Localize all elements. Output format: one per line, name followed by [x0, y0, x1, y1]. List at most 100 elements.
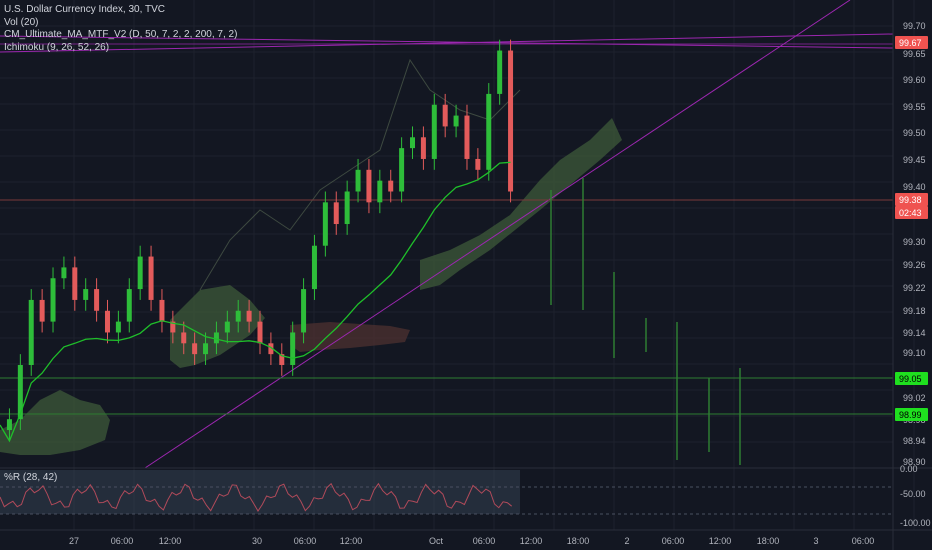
price-tick-label: 99.55 [903, 102, 926, 112]
candle-body[interactable] [486, 93, 492, 170]
candle-body[interactable] [333, 202, 339, 225]
osc-tick-label: -100.00 [900, 518, 931, 528]
candle-body[interactable] [420, 137, 426, 159]
support-badge-2-bg [895, 408, 928, 421]
time-tick-label: 06:00 [662, 536, 685, 546]
candle-body[interactable] [475, 158, 481, 170]
time-tick-label: 12:00 [709, 536, 732, 546]
oscillator-line[interactable] [0, 482, 513, 512]
candle-body[interactable] [235, 310, 241, 322]
candle-body[interactable] [148, 256, 154, 300]
candle-body[interactable] [257, 321, 263, 344]
candle-body[interactable] [301, 289, 307, 333]
candle-body[interactable] [104, 310, 110, 333]
time-tick-label: 06:00 [111, 536, 134, 546]
time-tick-label: 06:00 [473, 536, 496, 546]
candle-body[interactable] [311, 245, 317, 290]
candle-body[interactable] [377, 180, 383, 203]
price-tick-label: 98.94 [903, 436, 926, 446]
support-badge-2: 98.99 [899, 410, 922, 420]
candle-body[interactable] [453, 115, 459, 127]
candle-body[interactable] [508, 50, 514, 192]
time-tick-label: 30 [252, 536, 262, 546]
candle-body[interactable] [181, 332, 187, 344]
ichimoku-cloud [420, 118, 622, 290]
candle-body[interactable] [28, 299, 34, 365]
moving-average-line[interactable] [0, 161, 511, 443]
time-tick-label: 06:00 [294, 536, 317, 546]
trendline-upper-2[interactable] [0, 33, 894, 53]
candle-body[interactable] [388, 180, 394, 192]
price-tick-label: 99.26 [903, 260, 926, 270]
ichimoku-cloud [290, 322, 410, 352]
high-price-badge-bg [895, 36, 928, 49]
high-price-badge: 99.67 [899, 38, 922, 48]
candle-body[interactable] [94, 289, 100, 311]
candle-body[interactable] [126, 289, 132, 322]
time-tick-label: 18:00 [567, 536, 590, 546]
ichimoku-lagging-span [199, 58, 521, 291]
last-price-badge-bg [895, 193, 928, 206]
candle-body[interactable] [246, 310, 252, 322]
price-tick-label: 99.10 [903, 348, 926, 358]
candle-body[interactable] [159, 299, 165, 322]
price-tick-label: 99.60 [903, 75, 926, 85]
trendline-upper-1[interactable] [0, 35, 894, 49]
candle-body[interactable] [344, 191, 350, 225]
price-tick-label: 99.40 [903, 182, 926, 192]
time-tick-label: 2 [624, 536, 629, 546]
candle-body[interactable] [279, 354, 285, 365]
candle-body[interactable] [322, 202, 328, 246]
candle-body[interactable] [399, 148, 405, 192]
candle-body[interactable] [50, 278, 56, 322]
price-tick-label: 99.30 [903, 237, 926, 247]
indicator-ichimoku[interactable]: Ichimoku (9, 26, 52, 26) [4, 41, 110, 53]
symbol-title: U.S. Dollar Currency Index, 30, TVC [4, 4, 165, 15]
candle-body[interactable] [39, 299, 45, 322]
candle-body[interactable] [83, 289, 89, 300]
time-tick-label: 12:00 [159, 536, 182, 546]
price-tick-label: 99.70 [903, 21, 926, 31]
candle-body[interactable] [61, 267, 67, 279]
ichimoku-cloud [0, 390, 110, 455]
price-tick-label: 99.50 [903, 128, 926, 138]
candle-body[interactable] [224, 321, 230, 333]
price-tick-label: 99.22 [903, 283, 926, 293]
candle-body[interactable] [6, 419, 12, 431]
candle-body[interactable] [431, 104, 437, 159]
candle-body[interactable] [497, 50, 503, 94]
price-tick-label: 99.02 [903, 393, 926, 403]
candle-body[interactable] [137, 256, 143, 290]
candle-body[interactable] [355, 169, 361, 192]
time-tick-label: 12:00 [520, 536, 543, 546]
time-tick-label: 3 [813, 536, 818, 546]
ascending-trendline[interactable] [144, 0, 851, 469]
candle-body[interactable] [268, 343, 274, 355]
time-tick-label: Oct [429, 536, 444, 546]
oscillator-band [0, 470, 520, 514]
price-tick-label: 99.45 [903, 155, 926, 165]
ichimoku-cloud [170, 285, 265, 368]
osc-tick-label: -50.00 [900, 489, 926, 499]
countdown-badge-bg [895, 206, 928, 219]
countdown-badge: 02:43 [899, 208, 922, 218]
candle-body[interactable] [213, 332, 219, 344]
candle-body[interactable] [72, 267, 78, 300]
chart-legend: U.S. Dollar Currency Index, 30, TVC Vol … [4, 4, 237, 54]
support-badge-1-bg [895, 372, 928, 385]
candle-body[interactable] [464, 115, 470, 159]
candle-body[interactable] [203, 343, 209, 355]
candle-body[interactable] [192, 343, 198, 355]
indicator-ma[interactable]: CM_Ultimate_MA_MTF_V2 (D, 50, 7, 2, 2, 2… [4, 29, 238, 40]
time-tick-label: 18:00 [757, 536, 780, 546]
candle-body[interactable] [442, 104, 448, 127]
candle-body[interactable] [170, 321, 176, 333]
candle-body[interactable] [410, 137, 416, 149]
candle-body[interactable] [115, 321, 121, 333]
candle-body[interactable] [17, 364, 23, 420]
candle-body[interactable] [366, 169, 372, 203]
indicator-vol[interactable]: Vol (20) [4, 16, 39, 28]
candle-body[interactable] [290, 332, 296, 365]
oscillator-legend[interactable]: %R (28, 42) [4, 472, 58, 483]
